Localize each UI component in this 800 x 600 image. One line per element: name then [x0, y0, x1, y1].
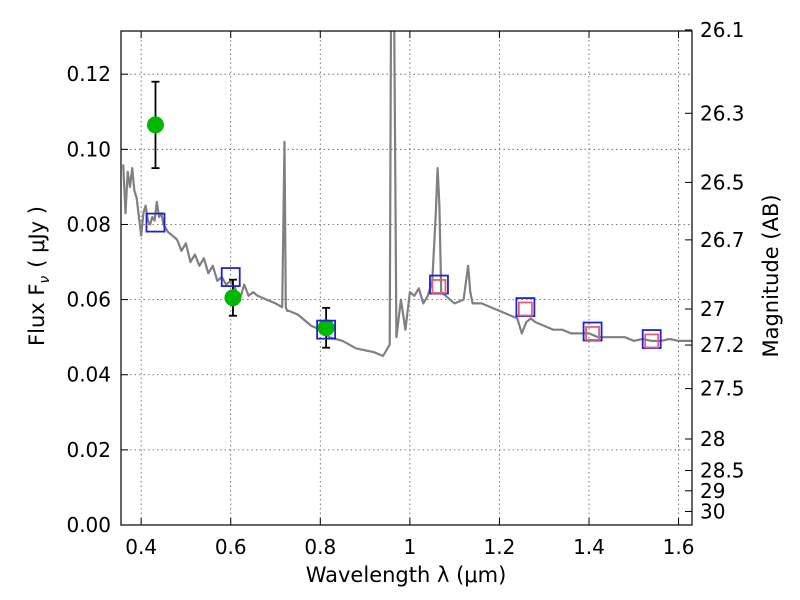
- model-square-marker: [431, 279, 447, 294]
- model-square-marker: [585, 326, 600, 341]
- x-tick-label: 1.4: [573, 535, 605, 559]
- y-tick-label: 0.04: [66, 363, 111, 387]
- x-tick-label: 0.4: [125, 535, 157, 559]
- right-tick-label: 26.5: [700, 170, 745, 194]
- photometry-point: [317, 319, 335, 337]
- photometry-point: [146, 116, 164, 134]
- model-square-marker: [220, 267, 241, 287]
- x-tick-label: 0.6: [215, 535, 247, 559]
- model-square-marker: [145, 212, 166, 233]
- y-tick-label: 0.08: [66, 212, 111, 236]
- right-tick-label: 26.1: [700, 18, 745, 42]
- right-tick-label: 27.5: [700, 377, 745, 401]
- model-square-marker: [518, 301, 533, 317]
- right-tick-label: 26.3: [700, 101, 745, 125]
- model-square-marker: [644, 333, 660, 349]
- y-tick-label: 0.00: [66, 513, 111, 537]
- model-square-marker: [316, 319, 337, 340]
- grid-lines: [121, 31, 692, 526]
- x-tick-label: 1: [403, 535, 416, 559]
- y-axis-label: Flux Fν ( μJy ): [25, 206, 53, 346]
- y-axis-ticks: 0.00 0.02 0.04 0.06 0.08 0.10 0.12: [66, 62, 128, 537]
- right-tick-label: 28: [700, 427, 725, 451]
- y-tick-label: 0.12: [66, 62, 111, 86]
- photometry-point: [224, 289, 242, 307]
- right-axis-label: Magnitude (AB): [759, 194, 783, 357]
- right-tick-label: 27: [700, 297, 725, 321]
- y-tick-label: 0.10: [66, 137, 111, 161]
- sed-spectrum-line: [122, 31, 692, 358]
- y-axis-label-unit: ( μJy ): [25, 206, 49, 268]
- right-tick-label: 29: [700, 479, 725, 503]
- x-tick-label: 1.2: [484, 535, 516, 559]
- y-tick-label: 0.06: [66, 288, 111, 312]
- x-axis-label: Wavelength λ (μm): [306, 563, 507, 587]
- right-tick-label: 28.5: [700, 459, 745, 483]
- plot-frame: [120, 30, 693, 526]
- y-tick-label: 0.02: [66, 438, 111, 462]
- y-axis-label-subscript: ν: [37, 276, 53, 284]
- x-tick-label: 1.6: [663, 535, 695, 559]
- x-tick-label: 0.8: [304, 535, 336, 559]
- y-axis-label-main: Flux F: [25, 284, 49, 346]
- x-axis-ticks: 0.4 0.6 0.8 1 1.2 1.4 1.6: [125, 31, 694, 559]
- plot-data: [122, 31, 692, 358]
- data-markers: [145, 80, 662, 349]
- right-tick-label: 26.7: [700, 228, 745, 252]
- right-tick-label: 27.2: [700, 333, 745, 357]
- right-tick-label: 30: [700, 499, 725, 523]
